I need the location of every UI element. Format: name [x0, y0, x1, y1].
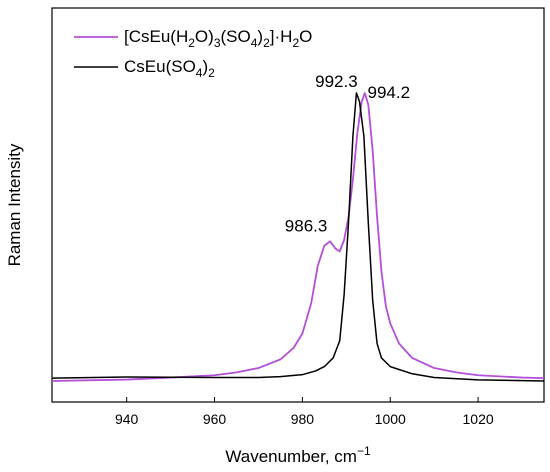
x-axis-title-unit-exponent: −1	[357, 444, 371, 458]
legend-label-1-part-1: 4	[196, 66, 203, 80]
x-tick-label-980: 980	[291, 411, 315, 427]
legend-label-0-part-0: [CsEu(H	[124, 27, 188, 46]
legend-label-0-part-6: )	[257, 27, 263, 46]
series-line-1	[51, 92, 545, 382]
legend-label-0-part-7: 2	[263, 36, 270, 50]
peak-label-994.2: 994.2	[367, 83, 410, 102]
x-tick-label-940: 940	[115, 411, 139, 427]
legend-label-0: [CsEu(H2O)3(SO4)2]·H2O	[124, 27, 312, 50]
series-layer	[51, 92, 545, 382]
legend-label-0-part-2: O)	[195, 27, 214, 46]
y-axis-title: Raman Intensity	[5, 143, 24, 266]
legend-label-0-part-1: 2	[188, 36, 195, 50]
x-axis-ticks: 940 960 980 1000 1020	[115, 397, 494, 427]
legend-label-1-part-3: 2	[208, 66, 215, 80]
x-tick-label-1000: 1000	[375, 411, 406, 427]
x-axis-title: Wavenumber, cm−1	[225, 444, 371, 466]
legend-label-1-part-2: )	[202, 57, 208, 76]
peak-annotations: 992.3 994.2 986.3	[285, 72, 410, 235]
x-tick-label-960: 960	[203, 411, 227, 427]
legend-label-0-part-5: 4	[251, 36, 258, 50]
x-axis-title-main: Wavenumber, cm	[225, 447, 357, 466]
legend-label-0-part-4: (SO	[221, 27, 251, 46]
legend-label-0-part-3: 3	[214, 36, 221, 50]
peak-label-986.3: 986.3	[285, 216, 328, 235]
legend-label-0-part-10: O	[299, 27, 312, 46]
legend-label-0-part-8: ]·H	[270, 27, 293, 46]
legend-label-0-part-9: 2	[292, 36, 299, 50]
peak-label-992.3: 992.3	[315, 72, 358, 91]
legend-label-1-part-0: CsEu(SO	[124, 57, 196, 76]
series-line-0	[51, 92, 545, 382]
x-tick-label-1020: 1020	[463, 411, 494, 427]
legend-label-1: CsEu(SO4)2	[124, 57, 215, 80]
plot-frame	[51, 7, 545, 403]
